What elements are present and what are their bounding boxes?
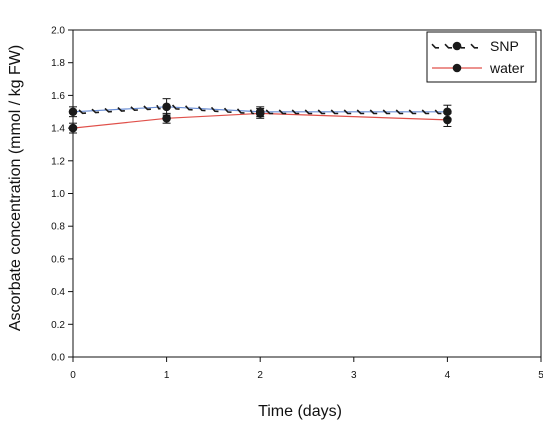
series-line-water	[72, 112, 448, 129]
x-axis: 0 1 2 3 4 5	[70, 357, 543, 381]
x-axis-label: Time (days)	[258, 403, 342, 420]
data-point-water	[162, 113, 171, 123]
series-dash-snp	[265, 109, 442, 115]
series-dash-snp	[171, 104, 255, 115]
x-tick-label: 5	[538, 370, 543, 381]
legend-marker-water	[452, 63, 462, 73]
y-tick-label: 1.0	[51, 189, 65, 200]
y-tick-label: 1.8	[51, 58, 65, 69]
x-tick-label: 0	[70, 370, 76, 381]
y-tick-label: 1.4	[51, 124, 65, 135]
y-tick-label: 0.8	[51, 222, 65, 233]
legend-label-snp: SNP	[490, 38, 519, 54]
legend-line-snp	[431, 43, 478, 49]
y-tick-label: 0.4	[51, 287, 65, 298]
y-tick-label: 0.6	[51, 254, 65, 265]
y-axis: 0.0 0.2 0.4 0.6 0.8 1.0 1.2 1.4 1.6 1.8 2.0	[51, 26, 73, 364]
data-point-snp	[68, 107, 78, 117]
data-point-water	[68, 123, 78, 133]
series-layer	[68, 98, 452, 134]
series-dash-snp	[78, 104, 161, 115]
x-tick-label: 1	[164, 370, 170, 381]
legend: SNP water	[426, 31, 537, 83]
x-tick-label: 4	[445, 370, 451, 381]
legend-label-water: water	[489, 60, 525, 76]
y-tick-label: 0.2	[51, 320, 65, 331]
data-point-snp	[443, 107, 452, 117]
legend-marker-snp	[452, 41, 462, 51]
data-point-snp	[255, 107, 265, 117]
data-point-water	[443, 115, 452, 125]
x-tick-label: 2	[257, 370, 263, 381]
y-tick-label: 2.0	[51, 26, 65, 37]
x-tick-label: 3	[351, 370, 357, 381]
legend-box	[426, 31, 537, 83]
data-point-snp	[162, 102, 171, 112]
y-tick-label: 1.6	[51, 91, 65, 102]
series-snp	[68, 98, 452, 119]
y-axis-label: Ascorbate concentration (mmol / kg FW)	[7, 45, 24, 331]
y-tick-label: 0.0	[51, 353, 65, 364]
y-tick-label: 1.2	[51, 156, 65, 167]
